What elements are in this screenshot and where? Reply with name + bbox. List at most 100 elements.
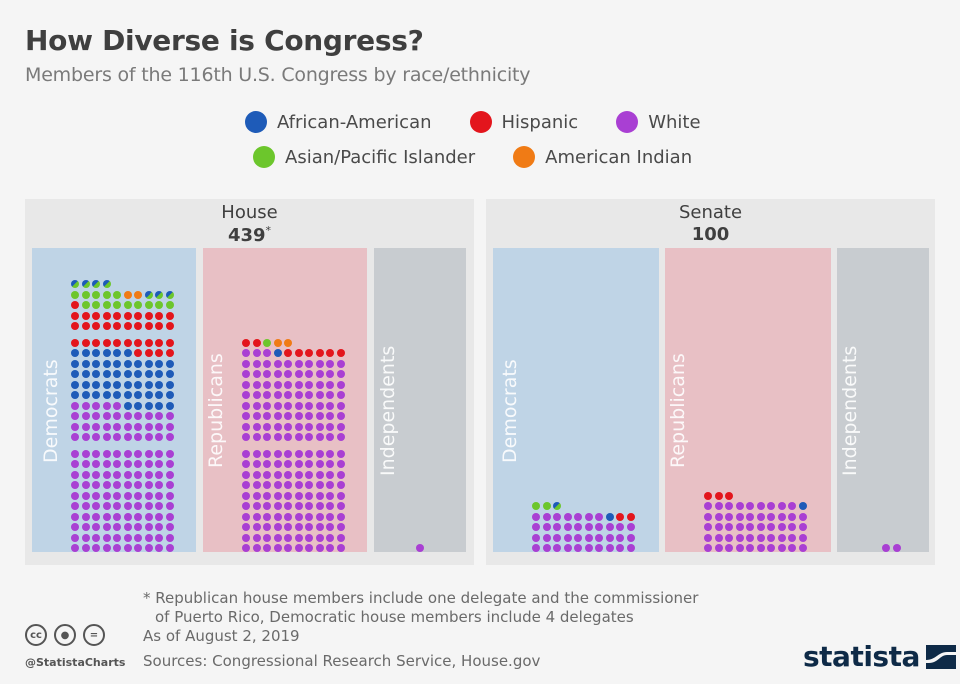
license-icons: cc ● =: [25, 624, 112, 646]
dot-african-american: [123, 401, 132, 410]
dot-african-american: [102, 370, 111, 378]
dot-white: [92, 512, 100, 521]
dot-white: [273, 433, 282, 441]
dot-white: [273, 481, 282, 489]
dot-white: [123, 449, 132, 458]
senate-democrats-column: Democrats: [493, 248, 659, 552]
dot-white: [714, 502, 723, 510]
dot-white: [305, 544, 313, 552]
dot-white: [336, 359, 345, 368]
dot-white: [155, 533, 163, 542]
dot-white: [113, 491, 121, 500]
dot-white: [735, 523, 744, 531]
dot-white: [113, 460, 121, 468]
dot-white: [134, 470, 142, 479]
dot-white: [305, 391, 313, 399]
dot-african-american: [155, 401, 163, 410]
dot-white: [798, 544, 807, 552]
legend-row-1: African-American Hispanic White: [245, 111, 739, 133]
dot-asian-pacific-islander: [263, 338, 271, 347]
legend-label: African-American: [277, 111, 432, 133]
dot-african-american: [113, 391, 121, 399]
dot-hispanic: [102, 311, 111, 320]
dot-white: [155, 412, 163, 420]
dot-white: [144, 460, 153, 468]
dot-hispanic: [71, 322, 79, 330]
dot-hispanic: [102, 322, 111, 330]
dot-white: [123, 433, 132, 441]
dot-white: [92, 502, 100, 510]
dot-white: [767, 512, 775, 521]
dot-white: [767, 523, 775, 531]
dot-white: [315, 523, 324, 531]
dot-white: [284, 449, 292, 458]
dot-white: [155, 449, 163, 458]
dot-white: [71, 533, 79, 542]
dot-white: [305, 412, 313, 420]
senate-republicans-label: Republicans: [667, 353, 689, 468]
legend-item-asian: Asian/Pacific Islander: [253, 146, 475, 168]
dot-white: [102, 544, 111, 552]
dot-white: [71, 512, 79, 521]
statista-handle[interactable]: @StatistaCharts: [25, 656, 126, 669]
dot-white: [252, 491, 261, 500]
dot-hispanic: [71, 338, 79, 347]
dot-white: [263, 349, 271, 357]
dot-white: [263, 422, 271, 431]
dot-african-american: [113, 349, 121, 357]
dot-white: [294, 391, 303, 399]
dot-white: [81, 470, 90, 479]
dot-white: [336, 533, 345, 542]
dot-white: [746, 512, 754, 521]
dot-hispanic: [113, 338, 121, 347]
dot-african-american: [134, 359, 142, 368]
dot-white: [92, 449, 100, 458]
dot-african-american: [102, 391, 111, 399]
dot-white: [113, 401, 121, 410]
senate-count-value: 100: [691, 224, 730, 245]
footnote-line-2: of Puerto Rico, Democratic house members…: [155, 608, 634, 626]
dot-hispanic: [155, 338, 163, 347]
dot-white: [102, 460, 111, 468]
dot-white: [102, 523, 111, 531]
dot-white: [113, 481, 121, 489]
dot-asian-pacific-islander: [81, 290, 90, 299]
dot-white: [165, 481, 174, 489]
dot-white: [284, 533, 292, 542]
dot-white: [788, 523, 796, 531]
dot-white: [252, 449, 261, 458]
dot-white: [71, 523, 79, 531]
dot-white: [315, 380, 324, 389]
dot-white: [294, 491, 303, 500]
dot-white: [113, 470, 121, 479]
legend-item-white: White: [616, 111, 701, 133]
dot-white: [123, 422, 132, 431]
statista-logo[interactable]: statista: [803, 640, 956, 673]
dot-white: [777, 544, 786, 552]
legend-label: Asian/Pacific Islander: [285, 146, 476, 168]
dot-white: [242, 512, 250, 521]
dot-african-american: [92, 359, 100, 368]
dot-white: [326, 412, 334, 420]
dot-white: [144, 422, 153, 431]
dot-white: [532, 512, 540, 521]
dot-white: [336, 481, 345, 489]
dot-white: [273, 512, 282, 521]
dot-white: [315, 449, 324, 458]
dot-hispanic: [616, 512, 624, 521]
dot-white: [574, 512, 582, 521]
dot-white: [263, 481, 271, 489]
dot-white: [144, 412, 153, 420]
dot-white: [102, 533, 111, 542]
dot-white: [532, 544, 540, 552]
dot-mixed: [165, 290, 174, 299]
dot-white: [242, 370, 250, 378]
dot-white: [725, 544, 733, 552]
dot-white: [144, 523, 153, 531]
dot-white: [71, 502, 79, 510]
dot-white: [595, 533, 603, 542]
dot-white: [263, 401, 271, 410]
dot-white: [165, 502, 174, 510]
dot-white: [605, 523, 614, 531]
dot-white: [626, 533, 635, 542]
